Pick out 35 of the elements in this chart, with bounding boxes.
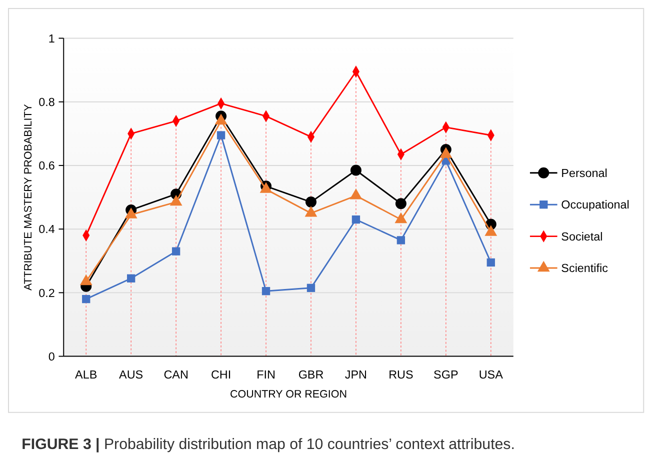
x-tick-label: RUS [388, 368, 414, 382]
point [305, 196, 316, 208]
y-tick-label: 0.2 [38, 286, 55, 300]
y-tick-label: 0.8 [38, 96, 55, 109]
legend-label: Occupational [561, 198, 630, 212]
legend-label: Societal [561, 230, 603, 244]
x-tick-label: SGP [434, 368, 458, 382]
x-axis-title: COUNTRY OR REGION [230, 388, 347, 400]
y-tick-label: 0.6 [38, 160, 55, 173]
legend-label: Scientific [561, 262, 608, 276]
point [352, 215, 360, 224]
y-tick-label: 0 [48, 350, 56, 364]
legend-label: Personal [561, 166, 608, 180]
x-tick-label: CAN [164, 368, 188, 382]
point [486, 258, 495, 267]
point [395, 198, 406, 210]
x-tick-label: CHI [210, 368, 232, 382]
point [306, 284, 316, 292]
y-tick-label: 0.4 [38, 223, 56, 236]
x-tick-label: JPN [344, 368, 368, 382]
y-tick-label: 1 [48, 32, 55, 46]
point [82, 294, 90, 304]
point [262, 287, 270, 296]
x-tick-label: ALB [75, 368, 98, 382]
caption: FIGURE 3 | Probability distribution map of 10 countries’ context attributes. [22, 436, 515, 453]
point [396, 236, 406, 244]
x-tick-label: GBR [298, 368, 324, 382]
y-axis-title: ATTRIBUTE MASTERY PROBABILITY [22, 104, 34, 290]
x-tick-label: AUS [119, 368, 144, 382]
x-tick-label: USA [478, 368, 504, 382]
point [216, 131, 226, 140]
x-tick-label: FIN [256, 368, 276, 382]
point [172, 247, 180, 256]
point [350, 164, 362, 176]
point [127, 274, 136, 282]
